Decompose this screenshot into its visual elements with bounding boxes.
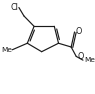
Text: Me: Me [1, 47, 12, 53]
Text: Cl: Cl [10, 3, 18, 12]
Text: O: O [77, 52, 83, 61]
Text: Me: Me [84, 57, 95, 63]
Text: O: O [75, 27, 82, 36]
